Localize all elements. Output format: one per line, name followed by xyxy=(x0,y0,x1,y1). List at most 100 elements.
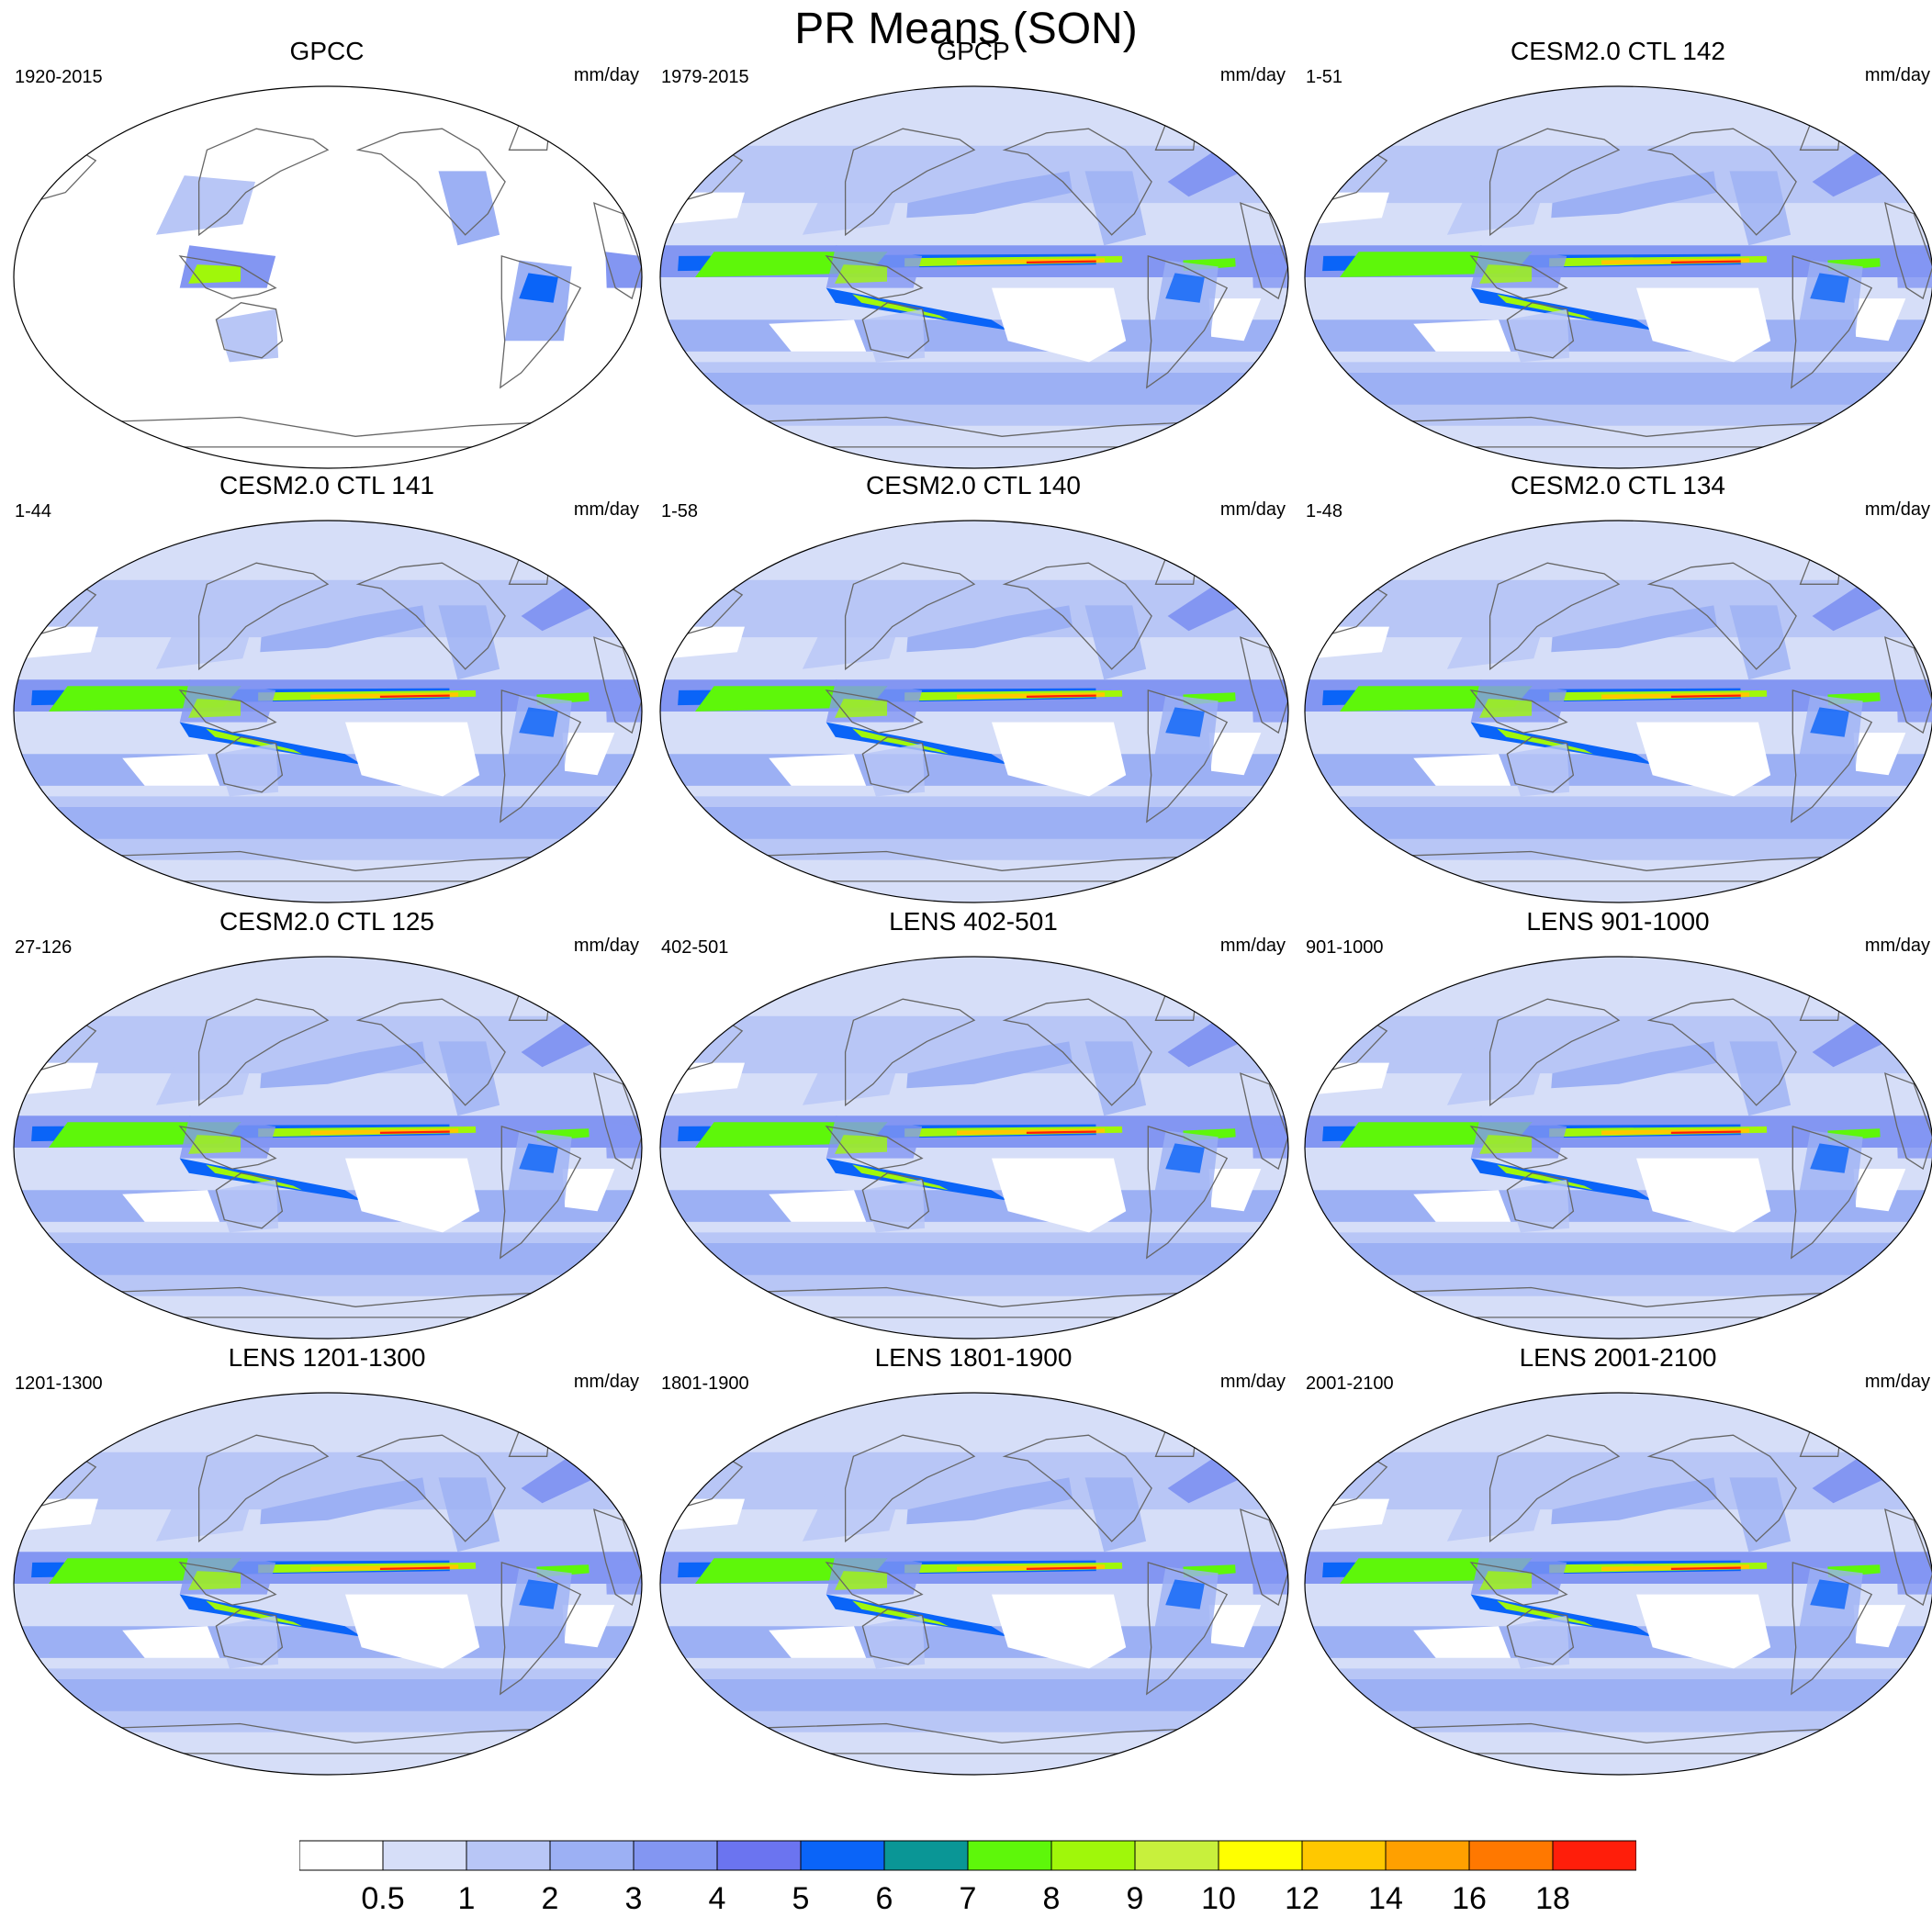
precip-contour xyxy=(379,1566,450,1570)
precip-contour xyxy=(188,699,242,718)
map-panel: LENS 2001-2100 2001-2100 mm/day xyxy=(1297,1340,1932,1776)
map-panel: CESM2.0 CTL 142 1-51 mm/day xyxy=(1297,33,1932,469)
coastline xyxy=(1240,202,1288,300)
precip-contour xyxy=(1551,171,1718,219)
precip-contour xyxy=(1810,1579,1849,1609)
coastline xyxy=(825,1561,924,1606)
colorbar-swatch xyxy=(299,1840,384,1871)
coastline xyxy=(178,1561,277,1606)
precip-contour xyxy=(1413,754,1511,786)
coastline xyxy=(1400,1722,1852,1754)
precip-contour xyxy=(1810,1143,1849,1173)
precip-contour xyxy=(38,807,618,839)
precip-contour xyxy=(906,1041,1073,1089)
coastline xyxy=(355,128,506,236)
panel-title: GPCP xyxy=(937,37,1010,65)
precip-contour xyxy=(716,1396,1232,1436)
precip-contour xyxy=(206,728,302,755)
map-panel: CESM2.0 CTL 134 1-48 mm/day xyxy=(1297,467,1932,903)
colorbar-swatch xyxy=(716,1840,802,1871)
precip-contour xyxy=(1252,686,1288,723)
precip-contour xyxy=(1470,1594,1654,1637)
map-panel: CESM2.0 CTL 141 1-44 mm/day xyxy=(6,467,648,903)
coastline xyxy=(1240,1508,1288,1607)
colorbar-swatch xyxy=(967,1840,1052,1871)
panel-units: mm/day xyxy=(1864,1372,1930,1392)
precip-contour xyxy=(1252,1558,1288,1595)
precip-contour xyxy=(379,694,450,698)
precip-contour xyxy=(1165,273,1205,303)
coastline xyxy=(1646,562,1797,670)
precip-contour xyxy=(1470,1158,1654,1201)
panel-title: CESM2.0 CTL 140 xyxy=(866,471,1081,499)
panel-title: CESM2.0 CTL 142 xyxy=(1511,37,1725,65)
precip-contour xyxy=(1165,707,1205,737)
precip-contour xyxy=(605,252,642,288)
colorbar-tick-label: 12 xyxy=(1285,1881,1320,1916)
coastline xyxy=(178,689,277,734)
precip-contour xyxy=(188,264,242,284)
precip-contour xyxy=(206,1600,302,1627)
precip-contour xyxy=(155,175,255,235)
precip-contour xyxy=(826,1158,1009,1201)
precip-contour xyxy=(1084,1477,1147,1553)
precip-contour xyxy=(1551,1041,1718,1089)
coastline xyxy=(1400,850,1852,882)
precip-contour xyxy=(802,610,902,669)
panel-title: LENS 901-1000 xyxy=(1526,907,1710,936)
panel-year-range: 1979-2015 xyxy=(661,67,749,87)
panel-units: mm/day xyxy=(573,499,639,520)
precip-contour xyxy=(769,754,867,786)
panel-units: mm/day xyxy=(1219,499,1286,520)
map-panel: GPCC 1920-2015 mm/day xyxy=(6,33,648,469)
precip-contour xyxy=(1026,694,1096,698)
precip-contour xyxy=(716,524,1232,564)
coastline xyxy=(178,254,277,299)
precip-contour xyxy=(562,1605,615,1648)
colorbar-tick-label: 6 xyxy=(875,1881,893,1916)
coastline xyxy=(1646,128,1797,236)
coastline xyxy=(593,636,642,734)
panel-year-range: 1801-1900 xyxy=(661,1373,749,1394)
colorbar-swatch xyxy=(466,1840,551,1871)
precip-contour xyxy=(1507,743,1570,797)
precip-contour xyxy=(1507,308,1570,363)
precip-contour xyxy=(1479,699,1533,718)
precip-contour xyxy=(605,1558,642,1595)
map-border xyxy=(13,1392,643,1776)
coastline xyxy=(1469,1125,1568,1170)
precip-contour xyxy=(519,1143,558,1173)
precip-contour xyxy=(179,1594,363,1637)
precip-contour xyxy=(1729,171,1792,246)
precip-contour xyxy=(1329,1679,1909,1711)
precip-contour xyxy=(1636,722,1771,797)
precip-contour xyxy=(379,1130,450,1134)
precip-contour xyxy=(1896,1558,1932,1595)
precip-contour xyxy=(1497,1164,1593,1191)
precip-contour xyxy=(1853,298,1906,342)
precip-contour xyxy=(38,1679,618,1711)
coastline xyxy=(825,1125,924,1170)
coastline xyxy=(825,689,924,734)
precip-contour xyxy=(1551,605,1718,653)
precip-contour xyxy=(38,1243,618,1275)
precip-contour xyxy=(835,1571,888,1590)
precip-contour xyxy=(345,722,480,797)
coastline xyxy=(1884,202,1932,300)
coastline xyxy=(861,736,930,793)
precip-contour xyxy=(862,1179,926,1233)
precip-contour xyxy=(852,1164,949,1191)
precip-contour xyxy=(70,524,586,564)
coastline xyxy=(756,850,1208,882)
colorbar-tick-label: 0.5 xyxy=(361,1881,405,1916)
map-panel: LENS 1201-1300 1201-1300 mm/day xyxy=(6,1340,648,1776)
precip-contour xyxy=(1670,260,1741,263)
precip-contour xyxy=(1670,694,1741,698)
panel-units: mm/day xyxy=(1864,499,1930,520)
panel-year-range: 1201-1300 xyxy=(15,1373,103,1394)
precip-contour xyxy=(1507,1179,1570,1233)
coastline xyxy=(1506,736,1575,793)
map-border xyxy=(13,520,643,903)
coastline xyxy=(1488,128,1621,237)
coastline xyxy=(1469,689,1568,734)
